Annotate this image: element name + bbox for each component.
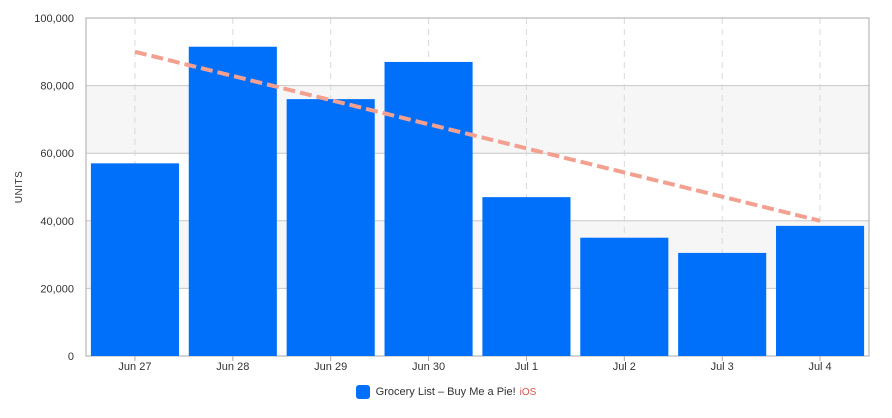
x-tick-label: Jul 4 [808, 361, 831, 373]
x-tick-label: Jul 3 [711, 361, 734, 373]
legend-label: Grocery List – Buy Me a Pie! [375, 385, 516, 398]
y-axis-title: UNITS [14, 171, 25, 204]
bar [776, 225, 865, 356]
x-tick-label: Jul 1 [515, 361, 538, 373]
legend-platform: iOS [519, 386, 537, 398]
bar [188, 46, 277, 356]
y-tick-label: 0 [68, 351, 74, 363]
bar-chart-svg: 0 20,000 40,000 60,000 80,000 100,000 Jun 27 Ju… [14, 13, 870, 373]
x-tick-label: Jun 30 [412, 361, 445, 373]
x-tick-label: Jun 29 [314, 361, 347, 373]
y-tick-label: 60,000 [40, 148, 74, 160]
bar [482, 197, 571, 356]
x-tick-label: Jul 2 [613, 361, 636, 373]
legend[interactable]: Grocery List – Buy Me a Pie! iOS [0, 385, 892, 399]
bar [286, 99, 375, 357]
bar [580, 237, 669, 356]
y-tick-label: 20,000 [40, 283, 74, 295]
bar [384, 61, 473, 356]
y-tick-label: 100,000 [34, 13, 74, 25]
x-tick-label: Jun 28 [216, 361, 249, 373]
bar [678, 252, 767, 356]
bar [90, 163, 179, 356]
y-tick-label: 80,000 [40, 81, 74, 93]
x-tick-label: Jun 27 [118, 361, 151, 373]
legend-swatch [355, 385, 370, 399]
y-tick-label: 40,000 [40, 216, 74, 228]
plot-border [85, 17, 870, 357]
trend-line [134, 49, 821, 223]
